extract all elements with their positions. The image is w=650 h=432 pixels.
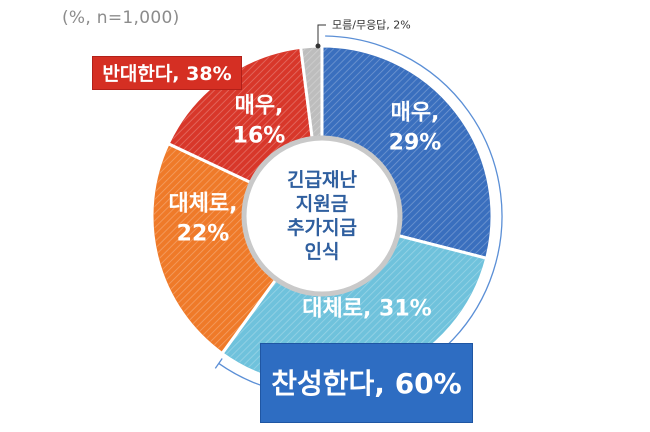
slice-strongly-disagree-label: 16% — [233, 123, 286, 148]
slice-strongly-agree-label: 매우, — [391, 101, 440, 126]
slice-somewhat-agree-hatch — [223, 216, 485, 384]
dont-know-leader — [317, 24, 326, 46]
slice-strongly-agree-label: 29% — [389, 130, 442, 155]
dont-know-leader-dot — [315, 43, 321, 49]
slice-somewhat-disagree-label: 22% — [177, 221, 230, 246]
center-label-line: 지원금 — [296, 193, 348, 215]
sample-note: (%, n=1,000) — [62, 8, 180, 28]
leader-line — [315, 24, 326, 49]
slice-somewhat-agree-label: 대체로, 31% — [302, 297, 431, 322]
slice-somewhat-disagree-label: 대체로, — [168, 192, 237, 217]
slice-strongly-disagree-label: 매우, — [235, 94, 284, 119]
center-label-line: 추가지급 — [287, 217, 357, 239]
slice-labels: 매우, 29% 대체로, 31% 대체로, 22% 매우, 16% 모름/무응답, 2% — [168, 19, 441, 322]
center-label-line: 긴급재난 — [287, 169, 357, 191]
favor-total-box: 찬성한다, 60% — [260, 343, 473, 423]
favor-bracket-tick — [214, 358, 223, 369]
against-total-box: 반대한다, 38% — [92, 56, 242, 90]
slice-dont-know-label: 모름/무응답, 2% — [332, 19, 411, 32]
donut-center — [241, 135, 403, 297]
center-label-line: 인식 — [305, 241, 340, 263]
